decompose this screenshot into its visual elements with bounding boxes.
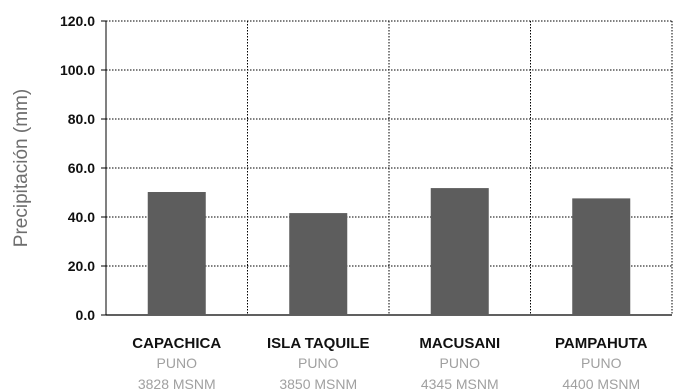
y-tick-label: 120.0 (60, 13, 95, 29)
x-category-label: PAMPAHUTA (555, 335, 648, 352)
y-tick-label: 80.0 (68, 111, 95, 127)
y-axis-label: Precipitación (mm) (11, 89, 32, 247)
y-tick-label: 40.0 (68, 209, 95, 225)
x-category-region: PUNO (298, 355, 339, 371)
x-category-altitude: 3850 MSNM (279, 376, 357, 392)
x-category-altitude: 3828 MSNM (138, 376, 216, 392)
x-axis-labels: CAPACHICA PUNO 3828 MSNM ISLA TAQUILE PUNO 38… (132, 335, 647, 392)
x-category-altitude: 4400 MSNM (562, 376, 640, 392)
x-category-region: PUNO (157, 355, 198, 371)
y-tick-label: 20.0 (68, 258, 95, 274)
bar (289, 213, 348, 315)
x-category-label: MACUSANI (419, 335, 500, 352)
bar (147, 192, 206, 315)
bar (430, 188, 489, 315)
y-tick-label: 60.0 (68, 160, 95, 176)
y-tick-label: 0.0 (76, 307, 96, 323)
y-tick-label: 100.0 (60, 62, 95, 78)
x-category-region: PUNO (581, 355, 622, 371)
x-category-label: CAPACHICA (132, 335, 221, 352)
bar (572, 198, 631, 315)
x-category-region: PUNO (440, 355, 481, 371)
x-category-altitude: 4345 MSNM (421, 376, 499, 392)
bars (147, 188, 631, 315)
x-category-label: ISLA TAQUILE (267, 335, 370, 352)
y-axis-ticks: 0.0 20.0 40.0 60.0 80.0 100.0 120.0 (60, 13, 106, 323)
